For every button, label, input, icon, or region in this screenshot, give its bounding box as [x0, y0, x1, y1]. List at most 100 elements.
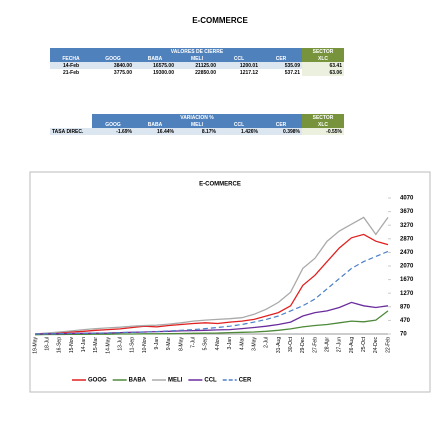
column-header: CER: [260, 121, 302, 128]
y-tick-label: 470: [400, 318, 411, 324]
y-tick-label: 2470: [400, 250, 414, 256]
x-tick-label: 9-Mar: [166, 337, 172, 350]
group-header: VALORES DE CIERRE: [92, 48, 302, 55]
legend-label: CCL: [204, 378, 217, 384]
x-tick-label: 18-Jul: [45, 337, 51, 351]
table-cell: -1.69%: [92, 128, 134, 135]
y-tick-label: 1670: [400, 277, 414, 283]
table-cell: 16575.00: [134, 62, 176, 69]
x-tick-label: 24-Dec: [373, 337, 379, 354]
y-tick-label: 2070: [400, 264, 414, 270]
y-tick-label: 870: [400, 304, 411, 310]
x-tick-label: 27-Jun: [337, 337, 343, 353]
table-cell: 21125.00: [176, 62, 218, 69]
y-tick-label: 4070: [400, 196, 414, 202]
x-tick-label: 14-Jan: [81, 337, 87, 353]
row-label: TASA DIREC.: [50, 128, 92, 135]
x-tick-label: 15-Mar: [93, 337, 99, 353]
legend-label: GOOG: [88, 378, 107, 384]
table-cell: 1217.12: [218, 69, 260, 76]
x-tick-label: 26-Aug: [349, 337, 355, 353]
table-cell: 63.41: [302, 62, 344, 69]
column-header: BABA: [134, 121, 176, 128]
column-header: GOOG: [92, 121, 134, 128]
x-tick-label: 4-Mar: [239, 337, 245, 350]
variation-table: VARIACION % SECTOR GOOG BABA MELI CCL CER XLC TA…: [50, 114, 344, 135]
x-tick-label: 16-Sep: [57, 337, 63, 353]
x-tick-label: 7-Jul: [191, 337, 197, 348]
table-cell: 19300.00: [134, 69, 176, 76]
legend-label: MELI: [168, 378, 183, 384]
table-cell: 22850.00: [176, 69, 218, 76]
x-tick-label: 22-Feb: [385, 337, 391, 353]
table-cell: 537.21: [260, 69, 302, 76]
table-row: VARIACION % SECTOR: [50, 114, 344, 121]
x-tick-label: 9-Jan: [154, 337, 160, 350]
table-cell: 1.426%: [218, 128, 260, 135]
table-row: TASA DIREC. -1.69% 16.44% 8.17% 1.426% 0.398%…: [50, 128, 344, 135]
x-tick-label: 2-Jul: [264, 337, 270, 348]
sector-header: SECTOR: [302, 48, 344, 55]
series-line: [34, 250, 389, 335]
table-cell: 535.09: [260, 62, 302, 69]
legend-label: CER: [239, 378, 252, 384]
table-cell: 3775.00: [92, 69, 134, 76]
series-line: [34, 233, 389, 335]
group-header: VARIACION %: [92, 114, 302, 121]
column-header: CCL: [218, 121, 260, 128]
y-tick-label: 70: [400, 332, 407, 338]
x-tick-label: 28-Apr: [324, 337, 330, 352]
table-row: GOOG BABA MELI CCL CER XLC: [50, 121, 344, 128]
column-header: MELI: [176, 121, 218, 128]
column-header: BABA: [134, 55, 176, 62]
column-header: CER: [260, 55, 302, 62]
x-tick-label: 8-May: [178, 337, 184, 351]
x-tick-label: 25-Oct: [361, 336, 367, 352]
x-tick-label: 4-Nov: [215, 337, 221, 351]
closing-table: VALORES DE CIERRE SECTOR FECHA GOOG BABA MELI…: [50, 48, 344, 76]
page-title: E-COMMERCE: [192, 16, 248, 25]
y-tick-label: 3670: [400, 209, 414, 215]
x-tick-label: 31-Aug: [276, 337, 282, 353]
column-header: MELI: [176, 55, 218, 62]
table-row: FECHA GOOG BABA MELI CCL CER XLC: [50, 55, 344, 62]
x-tick-label: 29-Dec: [300, 337, 306, 354]
table-cell: 3840.00: [92, 62, 134, 69]
column-header: XLC: [302, 55, 344, 62]
y-tick-label: 3270: [400, 223, 414, 229]
x-tick-label: 3-Jan: [227, 337, 233, 350]
column-header: GOOG: [92, 55, 134, 62]
x-tick-label: 11-Sep: [130, 337, 136, 353]
x-tick-label: 19-May: [32, 337, 38, 354]
series-line: [34, 216, 389, 335]
x-tick-label: 5-Sep: [203, 337, 209, 351]
x-tick-label: 3-May: [251, 337, 257, 351]
table-cell: 16.44%: [134, 128, 176, 135]
legend-label: BABA: [129, 378, 147, 384]
table-row: 21-Feb 3775.00 19300.00 22850.00 1217.12 537.…: [50, 69, 344, 76]
x-tick-label: 10-Nov: [142, 337, 148, 354]
x-tick-label: 15-Nov: [69, 337, 75, 354]
table-cell: 21-Feb: [50, 69, 92, 76]
table-cell: 63.06: [302, 69, 344, 76]
header-cell: [50, 48, 92, 55]
x-tick-label: 30-Oct: [288, 336, 294, 352]
column-header: FECHA: [50, 55, 92, 62]
y-tick-label: 2870: [400, 236, 414, 242]
column-header: XLC: [302, 121, 344, 128]
table-row: 14-Feb 3840.00 16575.00 21125.00 1200.01 535.…: [50, 62, 344, 69]
x-tick-label: 27-Feb: [312, 337, 318, 353]
table-row: VALORES DE CIERRE SECTOR: [50, 48, 344, 55]
sector-header: SECTOR: [302, 114, 344, 121]
table-cell: 14-Feb: [50, 62, 92, 69]
chart-title: E-COMMERCE: [199, 182, 241, 188]
column-header: CCL: [218, 55, 260, 62]
table-cell: -0.55%: [302, 128, 344, 135]
chart-frame: [29, 171, 431, 393]
x-tick-label: 14-May: [105, 337, 111, 354]
series-line: [34, 310, 389, 336]
table-cell: 1200.01: [218, 62, 260, 69]
y-tick-label: 1270: [400, 291, 414, 297]
